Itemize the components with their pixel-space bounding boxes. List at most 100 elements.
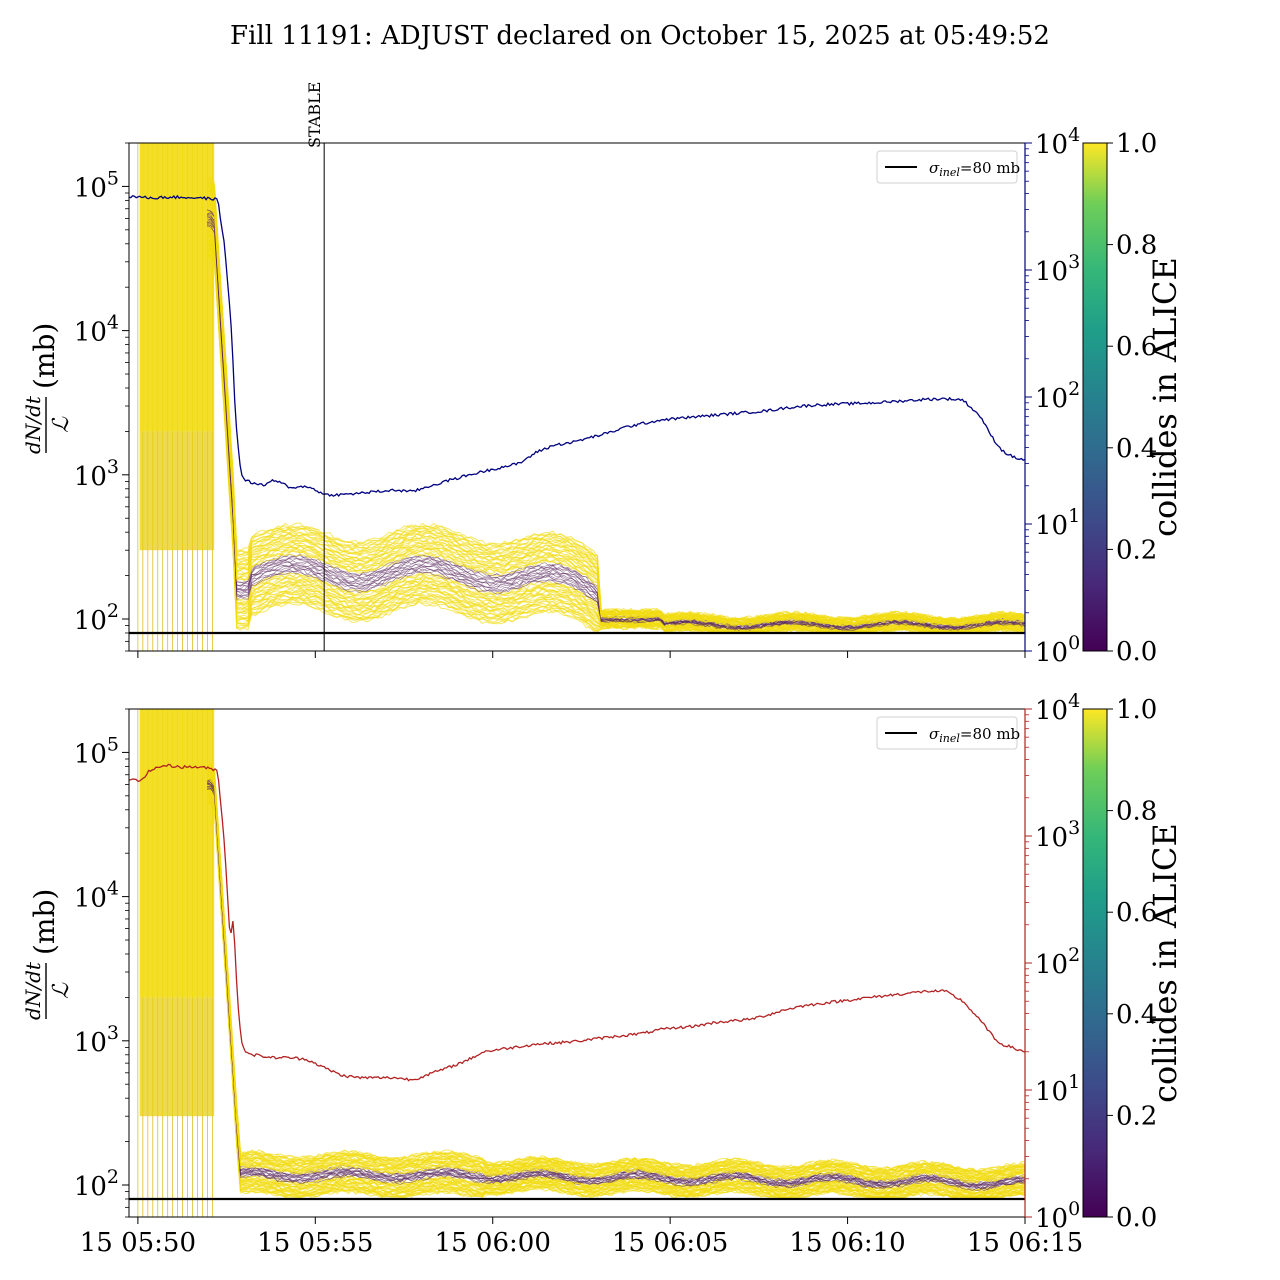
bottom-bunch-trace-58 — [206, 770, 1025, 1177]
top-ylabel-unit: (mb) — [28, 323, 61, 389]
bottom-bunch-trace-37 — [206, 782, 1025, 1186]
top-bunch-trace-31 — [207, 222, 1025, 631]
bottom-right-tick-label-1-exp: 1 — [1068, 1071, 1080, 1093]
bottom-bunch-trace-28 — [207, 788, 1025, 1192]
top-bunch-trace-27 — [207, 225, 1025, 632]
top-legend-box — [876, 150, 1018, 184]
top-bunch-trace-29 — [207, 224, 1025, 631]
top-legend-subscript: inel — [939, 166, 960, 179]
bottom-bunch-trace-3 — [206, 801, 1025, 1199]
bottom-colorbar-label: collides in ALICE — [1146, 823, 1184, 1103]
bottom-bunch-trace-38 — [206, 782, 1025, 1186]
bottom-colorbar — [1082, 708, 1108, 1218]
bottom-left-tick-label-0: 102 — [74, 1166, 119, 1202]
top-bunch-trace-34 — [206, 216, 1025, 630]
bottom-bunch-trace-45 — [206, 777, 1025, 1184]
bottom-bunch-trace-13 — [207, 796, 1025, 1199]
top-legend-label: σinel=80 mb — [929, 159, 1020, 179]
x-tick-label-4: 15 06:10 — [789, 1228, 905, 1258]
bottom-bunch-trace-7 — [206, 797, 1025, 1199]
top-bunch-trace-7 — [206, 247, 1025, 633]
bottom-bunch-trace-31 — [206, 786, 1025, 1190]
top-colorbar-tick-label-3: 0.6 — [1116, 332, 1157, 362]
bottom-ylabel-numerator: dN/dt — [21, 961, 45, 1020]
top-bunch-trace-32 — [206, 220, 1025, 631]
bottom-left-tick-label-0-base: 10 — [74, 1172, 107, 1202]
bottom-colorbar-tick-label-5: 1.0 — [1116, 695, 1157, 725]
bottom-bunch-trace-46 — [207, 777, 1025, 1183]
top-bunch-trace-9 — [207, 247, 1025, 633]
top-bunch-trace-57 — [207, 190, 1025, 625]
bottom-right-tick-label-4-exp: 4 — [1068, 690, 1080, 712]
top-bunch-trace-59 — [207, 190, 1025, 624]
bottom-bunch-trace-57 — [207, 771, 1025, 1178]
bottom-right-tick-label-2-base: 10 — [1035, 950, 1068, 980]
top-right-tick-label-0-exp: 0 — [1068, 632, 1080, 654]
top-colorbar-label: collides in ALICE — [1146, 257, 1184, 537]
bottom-bunch-trace-52 — [207, 773, 1025, 1180]
bottom-plot-area — [129, 709, 1025, 1217]
top-legend-rest: =80 mb — [960, 159, 1020, 177]
bottom-bunch-trace-53 — [206, 771, 1025, 1180]
bottom-bunch-trace-10 — [206, 798, 1025, 1199]
top-colorbar-tick-label-4: 0.8 — [1116, 231, 1157, 261]
top-bunch-trace-38 — [207, 214, 1025, 629]
figure-title: Fill 11191: ADJUST declared on October 1… — [230, 21, 1050, 51]
bottom-bunch-trace-44 — [206, 776, 1025, 1184]
bottom-bunch-trace-62 — [206, 765, 1025, 1176]
bottom-bunch-trace-47 — [206, 774, 1025, 1182]
top-left-tick-label-2: 104 — [74, 312, 119, 348]
top-bunch-trace-58 — [206, 189, 1025, 624]
bottom-bunch-trace-41 — [206, 778, 1025, 1185]
bottom-right-tick-label-3-base: 10 — [1035, 823, 1068, 853]
top-right-tick-label-1: 101 — [1035, 505, 1080, 541]
bottom-left-tick-label-3: 105 — [74, 733, 119, 769]
bottom-bunch-trace-20 — [206, 790, 1025, 1195]
top-bunch-trace-28 — [206, 224, 1025, 631]
bottom-bunch-trace-15 — [206, 794, 1025, 1197]
top-left-tick-label-1-exp: 3 — [107, 456, 119, 478]
top-bunch-trace-33 — [206, 217, 1025, 630]
bottom-right-tick-label-3: 103 — [1035, 817, 1080, 853]
bottom-bunch-trace-22 — [206, 789, 1025, 1194]
top-bunch-trace-56 — [207, 191, 1025, 625]
bottom-axes-frame — [128, 708, 1026, 1218]
top-right-tick-label-3-exp: 3 — [1068, 251, 1080, 273]
top-right-tick-label-3: 103 — [1035, 251, 1080, 287]
bottom-right-tick-label-4-base: 10 — [1035, 696, 1068, 726]
bottom-bunch-trace-27 — [206, 787, 1025, 1192]
top-left-tick-label-2-base: 10 — [74, 318, 107, 348]
bottom-colorbar-tick-label-1: 0.2 — [1116, 1101, 1157, 1131]
top-colorbar-tick-label-0: 0.0 — [1116, 637, 1157, 667]
bottom-left-tick-label-2: 104 — [74, 878, 119, 914]
top-bunch-block-lower — [139, 431, 215, 551]
bottom-right-tick-label-0-exp: 0 — [1068, 1198, 1080, 1220]
bottom-colorbar-tick-label-2: 0.4 — [1116, 1000, 1157, 1030]
stable-label: STABLE — [305, 82, 324, 148]
bottom-bunch-trace-60 — [206, 767, 1025, 1177]
bottom-bunch-trace-26 — [206, 786, 1025, 1192]
bottom-bunch-trace-56 — [206, 770, 1025, 1179]
top-rate-series-0 — [129, 194, 1025, 498]
bottom-colorbar-tick-label-4: 0.8 — [1116, 797, 1157, 827]
top-left-tick-label-0-base: 10 — [74, 606, 107, 636]
top-plot-area — [129, 143, 1025, 651]
bottom-left-tick-label-1: 103 — [74, 1022, 119, 1058]
top-ylabel-denominator: ℒ — [49, 416, 74, 433]
bottom-left-tick-label-2-exp: 4 — [107, 878, 119, 900]
bottom-colorbar-tick-label-0: 0.0 — [1116, 1203, 1157, 1233]
bottom-bunch-trace-18 — [206, 791, 1025, 1195]
bottom-bunch-trace-12 — [206, 795, 1025, 1198]
bottom-bunch-trace-9 — [206, 798, 1025, 1199]
top-right-tick-label-3-base: 10 — [1035, 257, 1068, 287]
top-left-tick-label-2-exp: 4 — [107, 312, 119, 334]
top-bunch-trace-69 — [206, 176, 1025, 621]
top-right-tick-label-2: 102 — [1035, 378, 1080, 414]
bottom-bunch-trace-66 — [206, 765, 1025, 1174]
top-bunch-trace-40 — [207, 213, 1025, 629]
bottom-bunch-trace-6 — [207, 800, 1025, 1199]
bottom-bunch-trace-42 — [206, 778, 1025, 1185]
top-bunch-trace-20 — [207, 235, 1025, 633]
bottom-bunch-trace-36 — [206, 781, 1025, 1187]
